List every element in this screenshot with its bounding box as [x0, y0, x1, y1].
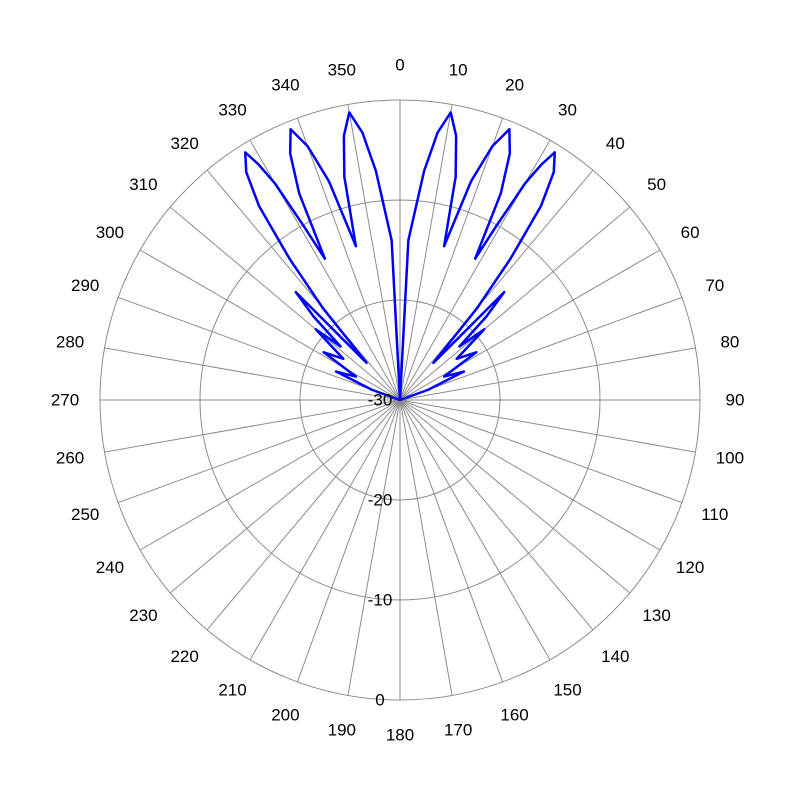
angle-tick-labels: 0 10 20 30 40 50 60 70 80 90 100 110 120 130 140 150 160… [51, 56, 745, 745]
radial-tick-label: -30 [368, 391, 393, 410]
grid-spoke [206, 169, 401, 401]
angle-tick-label: 260 [56, 449, 84, 468]
grid-spoke [117, 399, 401, 504]
grid-spoke [117, 296, 401, 401]
angle-tick-label: 230 [129, 606, 157, 625]
angle-tick-label: 50 [647, 175, 666, 194]
angle-tick-label: 250 [71, 505, 99, 524]
angle-tick-label: 140 [601, 647, 629, 666]
angle-tick-label: 160 [500, 705, 528, 724]
radial-tick-label: -20 [368, 491, 393, 510]
angle-tick-label: 330 [218, 100, 246, 119]
angle-tick-label: 30 [558, 100, 577, 119]
angle-tick-label: 340 [271, 76, 299, 95]
angle-tick-label: 80 [720, 332, 739, 351]
grid-spoke [104, 347, 401, 401]
angle-tick-label: 0 [395, 56, 404, 75]
angle-tick-label: 210 [218, 681, 246, 700]
angle-tick-label: 120 [676, 558, 704, 577]
grid-spoke [347, 104, 401, 401]
grid-spoke [399, 117, 504, 401]
grid-spoke [249, 399, 401, 661]
angle-tick-label: 110 [701, 505, 728, 524]
radial-tick-label: -10 [368, 591, 393, 610]
grid-spoke [139, 249, 401, 401]
series-layer [244, 111, 556, 402]
grid-spoke [399, 399, 683, 504]
grid-spoke [399, 169, 594, 401]
grid-spoke [206, 399, 401, 631]
angle-tick-label: 10 [449, 61, 468, 80]
angle-tick-label: 180 [386, 726, 414, 745]
grid-spoke [347, 399, 401, 696]
grid-spoke [399, 399, 631, 594]
radial-tick-labels: -30 -20 -10 0 [368, 391, 393, 710]
grid-spoke [399, 399, 594, 631]
angle-tick-label: 170 [444, 720, 472, 739]
grid-spoke [169, 206, 401, 401]
angle-tick-label: 310 [129, 175, 157, 194]
angle-tick-label: 130 [642, 606, 670, 625]
grid-spoke [296, 399, 401, 683]
angle-tick-label: 320 [170, 134, 198, 153]
grid-spoke [399, 399, 551, 661]
grid-spoke [399, 347, 696, 401]
angle-tick-label: 350 [328, 61, 356, 80]
angle-tick-label: 40 [606, 134, 625, 153]
grid-spoke [169, 399, 401, 594]
angle-tick-label: 240 [96, 558, 124, 577]
grid-spoke [399, 206, 631, 401]
angle-tick-label: 200 [271, 705, 299, 724]
angle-tick-label: 100 [716, 449, 744, 468]
grid-spoke [399, 104, 453, 401]
angle-tick-label: 60 [681, 223, 700, 242]
grid-spoke [104, 399, 401, 453]
angle-tick-label: 300 [96, 223, 124, 242]
grid-spoke [139, 399, 401, 551]
grid-spoke [399, 399, 661, 551]
angle-tick-label: 220 [170, 647, 198, 666]
radial-tick-label: 0 [375, 691, 384, 710]
angle-tick-label: 150 [553, 681, 581, 700]
grid-spoke [399, 249, 661, 401]
grid-spoke [399, 399, 453, 696]
angle-tick-label: 280 [56, 332, 84, 351]
angle-tick-label: 270 [51, 391, 79, 410]
angle-tick-label: 20 [505, 76, 524, 95]
angle-tick-label: 70 [705, 276, 724, 295]
grid-spoke [399, 399, 504, 683]
grid-spoke [399, 399, 696, 453]
grid-spoke [296, 117, 401, 401]
angle-tick-label: 190 [328, 720, 356, 739]
series-line [244, 111, 556, 402]
angle-tick-label: 290 [71, 276, 99, 295]
angle-tick-label: 90 [726, 391, 745, 410]
grid-spoke [399, 296, 683, 401]
